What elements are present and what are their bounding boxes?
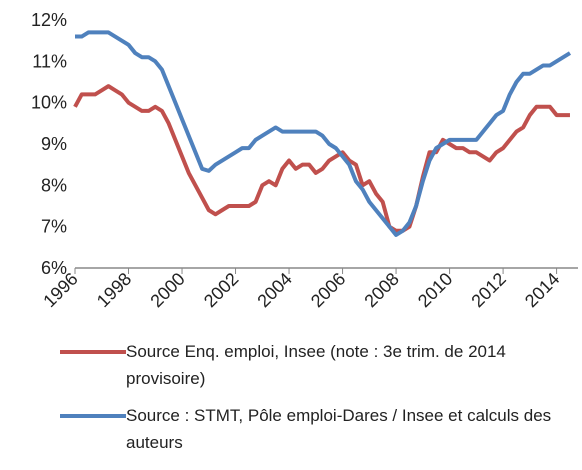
x-tick-label: 2006	[307, 269, 349, 311]
legend-swatch	[60, 350, 126, 354]
legend-swatch	[60, 414, 126, 418]
legend-label: Source Enq. emploi, Insee (note : 3e tri…	[126, 342, 506, 388]
y-tick-label: 6%	[41, 258, 67, 278]
x-tick-label: 2014	[521, 269, 563, 311]
legend-label: Source : STMT, Pôle emploi-Dares / Insee…	[126, 406, 552, 452]
x-tick-label: 2004	[253, 269, 295, 311]
y-tick-label: 7%	[41, 217, 67, 237]
legend-item: Source : STMT, Pôle emploi-Dares / Insee…	[60, 402, 580, 456]
legend: Source Enq. emploi, Insee (note : 3e tri…	[60, 338, 580, 466]
chart: 6%7%8%9%10%11%12%1996 1998 2000 2002 2004 200…	[31, 10, 578, 311]
line-series	[75, 30, 572, 237]
y-tick-label: 9%	[41, 134, 67, 154]
y-tick-label: 12%	[31, 10, 67, 30]
y-tick-label: 8%	[41, 175, 67, 195]
x-tick-label: 2008	[360, 269, 402, 311]
y-tick-label: 11%	[32, 51, 67, 71]
x-tick-label: 2002	[200, 269, 242, 311]
line-series	[73, 84, 570, 233]
legend-item: Source Enq. emploi, Insee (note : 3e tri…	[60, 338, 580, 392]
x-tick-label: 2010	[414, 269, 456, 311]
x-tick-label: 2000	[146, 269, 188, 311]
x-tick-label: 2012	[467, 269, 509, 311]
x-tick-label: 1998	[93, 269, 135, 311]
y-tick-label: 10%	[31, 93, 67, 113]
